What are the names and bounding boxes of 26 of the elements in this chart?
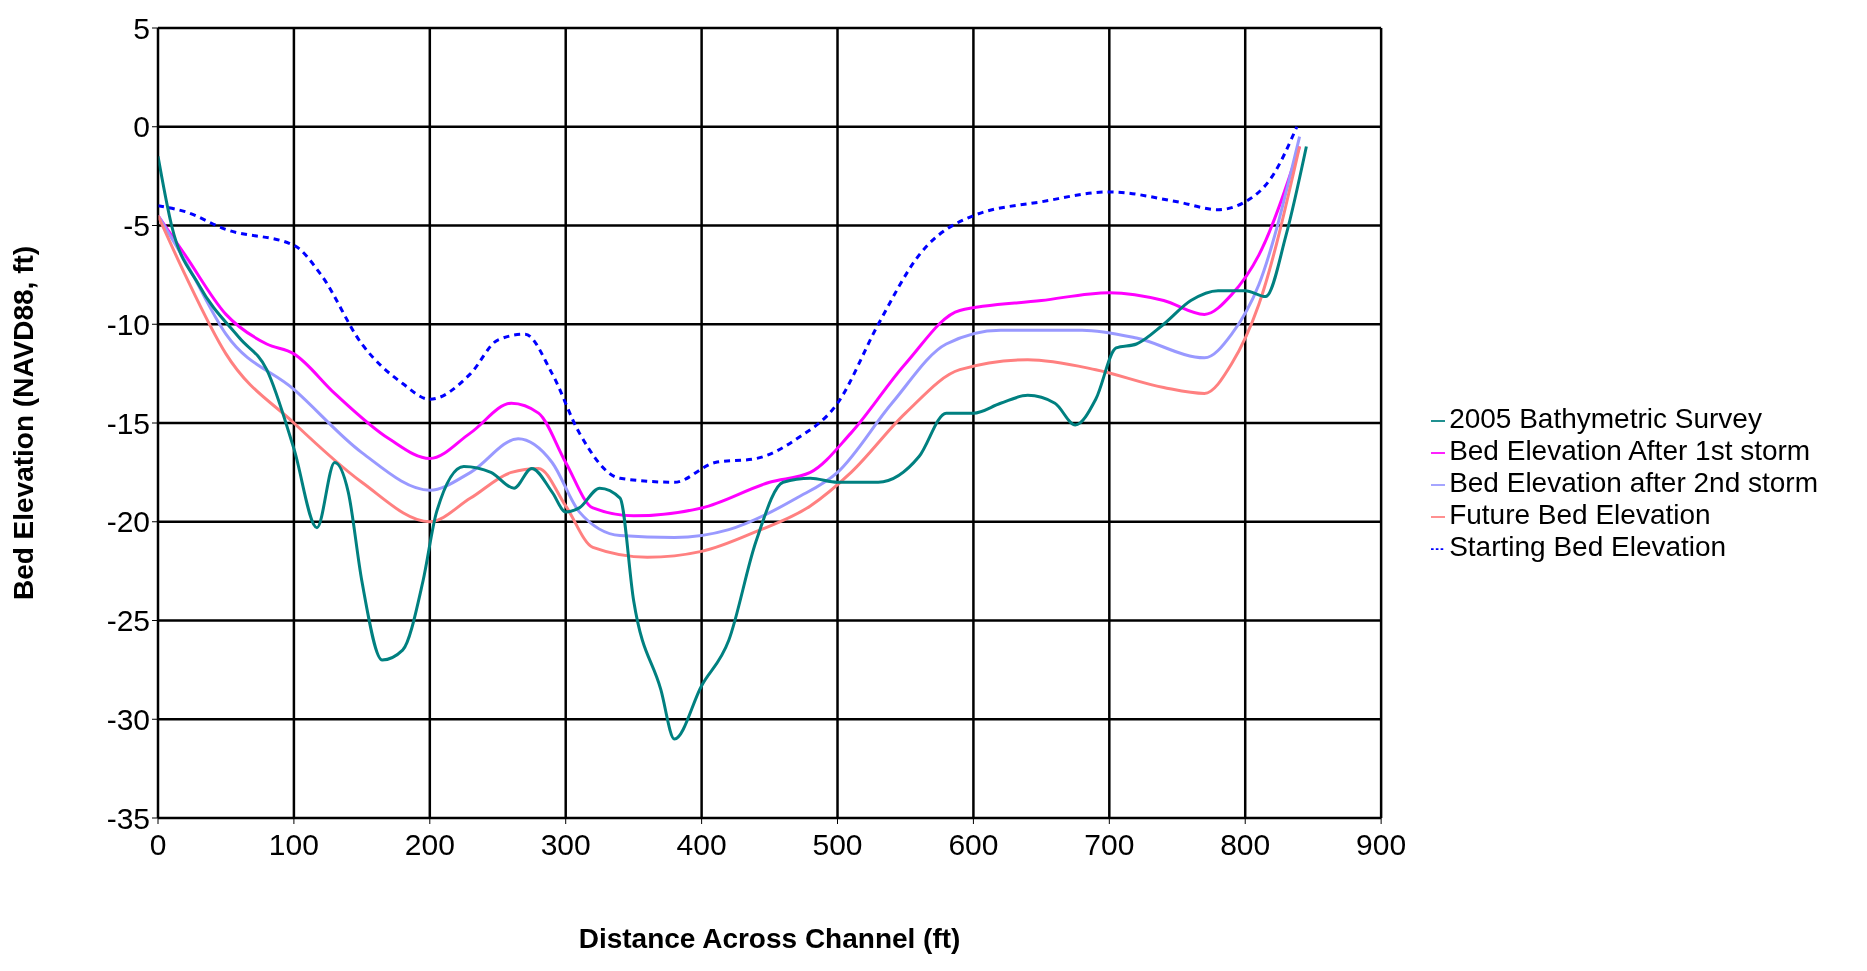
y-tick-label: -15 — [106, 406, 150, 440]
x-tick-label: 700 — [1084, 828, 1135, 862]
x-tick-label: 800 — [1220, 828, 1271, 862]
y-tick-label: -10 — [106, 307, 150, 341]
y-axis-title: Bed Elevation (NAVD88, ft) — [7, 245, 39, 601]
legend-label: Future Bed Elevation — [1449, 499, 1711, 530]
y-tick-label: -20 — [106, 505, 150, 539]
legend-label: 2005 Bathymetric Survey — [1449, 403, 1762, 434]
y-tick-label: -35 — [106, 801, 150, 835]
line-series — [158, 145, 1308, 741]
x-tick-label: 600 — [948, 828, 999, 862]
legend-label: Starting Bed Elevation — [1449, 531, 1727, 562]
x-tick-label: 100 — [268, 828, 319, 862]
y-tick-label: -25 — [106, 604, 150, 638]
x-tick-label: 400 — [676, 828, 727, 862]
x-tick-label: 500 — [812, 828, 863, 862]
legend-label: Bed Elevation after 2nd storm — [1449, 467, 1818, 498]
legend-label: Bed Elevation After 1st storm — [1449, 435, 1811, 466]
x-tick-label: 300 — [540, 828, 591, 862]
y-tick-label: 0 — [133, 110, 150, 144]
x-tick-label: 200 — [404, 828, 455, 862]
y-tick-label: -5 — [123, 209, 150, 243]
x-axis-title: Distance Across Channel (ft) — [578, 923, 961, 954]
y-tick-label: 5 — [133, 11, 150, 45]
x-tick-label: 900 — [1356, 828, 1407, 862]
y-tick-label: -30 — [106, 702, 150, 736]
